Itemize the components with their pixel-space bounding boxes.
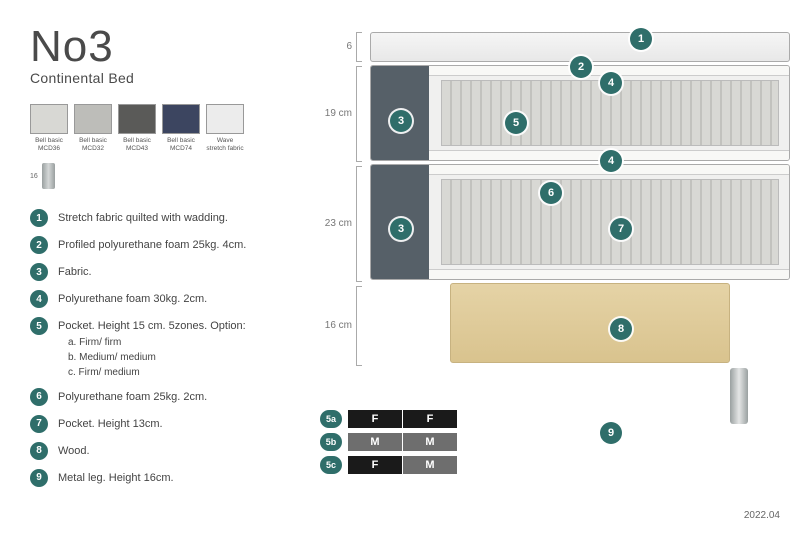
legend-text: Polyurethane foam 30kg. 2cm.: [58, 290, 207, 306]
firmness-row-label: 5b: [320, 433, 342, 451]
layer-wood: [450, 283, 730, 363]
callout-marker: 1: [630, 28, 652, 50]
legend-row: 3 Fabric.: [30, 263, 310, 281]
legend-row: 7 Pocket. Height 13cm.: [30, 415, 310, 433]
dimension-bracket: [356, 166, 362, 282]
metal-legs: [730, 368, 800, 424]
swatch-label: Bell basicMCD43: [118, 137, 156, 153]
dimension-label: 23 cm: [312, 218, 352, 229]
dimension-bracket: [356, 32, 362, 62]
legend-row: 1 Stretch fabric quilted with wadding.: [30, 209, 310, 227]
legend-number-badge: 2: [30, 236, 48, 254]
firmness-row-label: 5c: [320, 456, 342, 474]
firmness-cell: F: [403, 410, 458, 428]
swatch-color: [74, 104, 112, 134]
firmness-options: 5aFF5bMM5cFM: [320, 410, 458, 479]
callout-marker: 6: [540, 182, 562, 204]
firmness-cell: M: [403, 433, 458, 451]
callout-marker: 4: [600, 150, 622, 172]
legend-sub-option: c. Firm/ medium: [68, 366, 246, 379]
callout-marker: 5: [505, 112, 527, 134]
callout-marker: 4: [600, 72, 622, 94]
bed-stack: [370, 32, 790, 366]
legend-row: 2 Profiled polyurethane foam 25kg. 4cm.: [30, 236, 310, 254]
legend-text: Fabric.: [58, 263, 92, 279]
legend-number-badge: 6: [30, 388, 48, 406]
fabric-swatches: Bell basicMCD36 Bell basicMCD32 Bell basic…: [30, 104, 310, 153]
metal-leg: [730, 368, 748, 424]
layer-base: [370, 164, 790, 280]
legend-number-badge: 7: [30, 415, 48, 433]
page: No3 Continental Bed Bell basicMCD36Bell …: [0, 0, 800, 533]
fabric-swatch: Wavestretch fabric: [206, 104, 244, 153]
fabric-swatch: Bell basicMCD74: [162, 104, 200, 153]
legend-sub-option: a. Firm/ firm: [68, 336, 246, 349]
swatch-color: [162, 104, 200, 134]
dimension-label: 6: [312, 41, 352, 52]
left-column: No3 Continental Bed Bell basicMCD36Bell …: [30, 22, 310, 496]
legend-text: Wood.: [58, 442, 90, 458]
swatch-label: Bell basicMCD74: [162, 137, 200, 153]
callout-marker: 2: [570, 56, 592, 78]
firmness-cells: FF: [348, 410, 458, 428]
callout-marker: 3: [390, 110, 412, 132]
callout-marker: 3: [390, 218, 412, 240]
callout-marker: 8: [610, 318, 632, 340]
legend-number-badge: 3: [30, 263, 48, 281]
dimension-bracket: [356, 286, 362, 366]
legend-text: Pocket. Height 15 cm. 5zones. Option:a. …: [58, 317, 246, 378]
firmness-cells: MM: [348, 433, 458, 451]
legend-row: 6 Polyurethane foam 25kg. 2cm.: [30, 388, 310, 406]
legend-text: Pocket. Height 13cm.: [58, 415, 163, 431]
swatch-color: [118, 104, 156, 134]
leg-thumbnail: 16: [30, 163, 310, 189]
firmness-row: 5b MM: [320, 433, 458, 451]
legend-number-badge: 1: [30, 209, 48, 227]
swatch-label: Wavestretch fabric: [206, 137, 244, 153]
leg-height-label: 16: [30, 173, 38, 180]
dimension-bracket: [356, 66, 362, 162]
legend-number-badge: 8: [30, 442, 48, 460]
layer-mattress: [370, 65, 790, 161]
swatch-label: Bell basicMCD36: [30, 137, 68, 153]
product-title: No3: [30, 22, 310, 72]
legend-list: 1 Stretch fabric quilted with wadding. 2 Pr…: [30, 209, 310, 486]
legend-text: Metal leg. Height 16cm.: [58, 469, 174, 485]
firmness-cell: F: [348, 410, 403, 428]
callout-marker: 9: [600, 422, 622, 444]
product-subtitle: Continental Bed: [30, 70, 310, 86]
legend-row: 4 Polyurethane foam 30kg. 2cm.: [30, 290, 310, 308]
swatch-color: [30, 104, 68, 134]
callout-marker: 7: [610, 218, 632, 240]
legend-row: 8 Wood.: [30, 442, 310, 460]
swatch-color: [206, 104, 244, 134]
pocket-springs-lower: [441, 179, 779, 265]
fabric-swatch: Bell basicMCD43: [118, 104, 156, 153]
fabric-swatch: Bell basicMCD32: [74, 104, 112, 153]
dimension-label: 16 cm: [312, 320, 352, 331]
legend-sub-option: b. Medium/ medium: [68, 351, 246, 364]
revision-date: 2022.04: [744, 510, 780, 521]
legend-row: 9 Metal leg. Height 16cm.: [30, 469, 310, 487]
firmness-row: 5a FF: [320, 410, 458, 428]
legend-number-badge: 4: [30, 290, 48, 308]
dimension-label: 19 cm: [312, 108, 352, 119]
legend-number-badge: 9: [30, 469, 48, 487]
leg-icon: [42, 163, 55, 189]
legend-text: Stretch fabric quilted with wadding.: [58, 209, 228, 225]
firmness-cell: M: [348, 433, 403, 451]
firmness-row: 5c FM: [320, 456, 458, 474]
legend-text: Profiled polyurethane foam 25kg. 4cm.: [58, 236, 246, 252]
firmness-row-label: 5a: [320, 410, 342, 428]
swatch-label: Bell basicMCD32: [74, 137, 112, 153]
firmness-cell: F: [348, 456, 403, 474]
fabric-swatch: Bell basicMCD36: [30, 104, 68, 153]
legend-text: Polyurethane foam 25kg. 2cm.: [58, 388, 207, 404]
legend-row: 5 Pocket. Height 15 cm. 5zones. Option:a.…: [30, 317, 310, 378]
legend-number-badge: 5: [30, 317, 48, 335]
firmness-cells: FM: [348, 456, 458, 474]
firmness-cell: M: [403, 456, 458, 474]
foam-bottom: [429, 269, 789, 279]
